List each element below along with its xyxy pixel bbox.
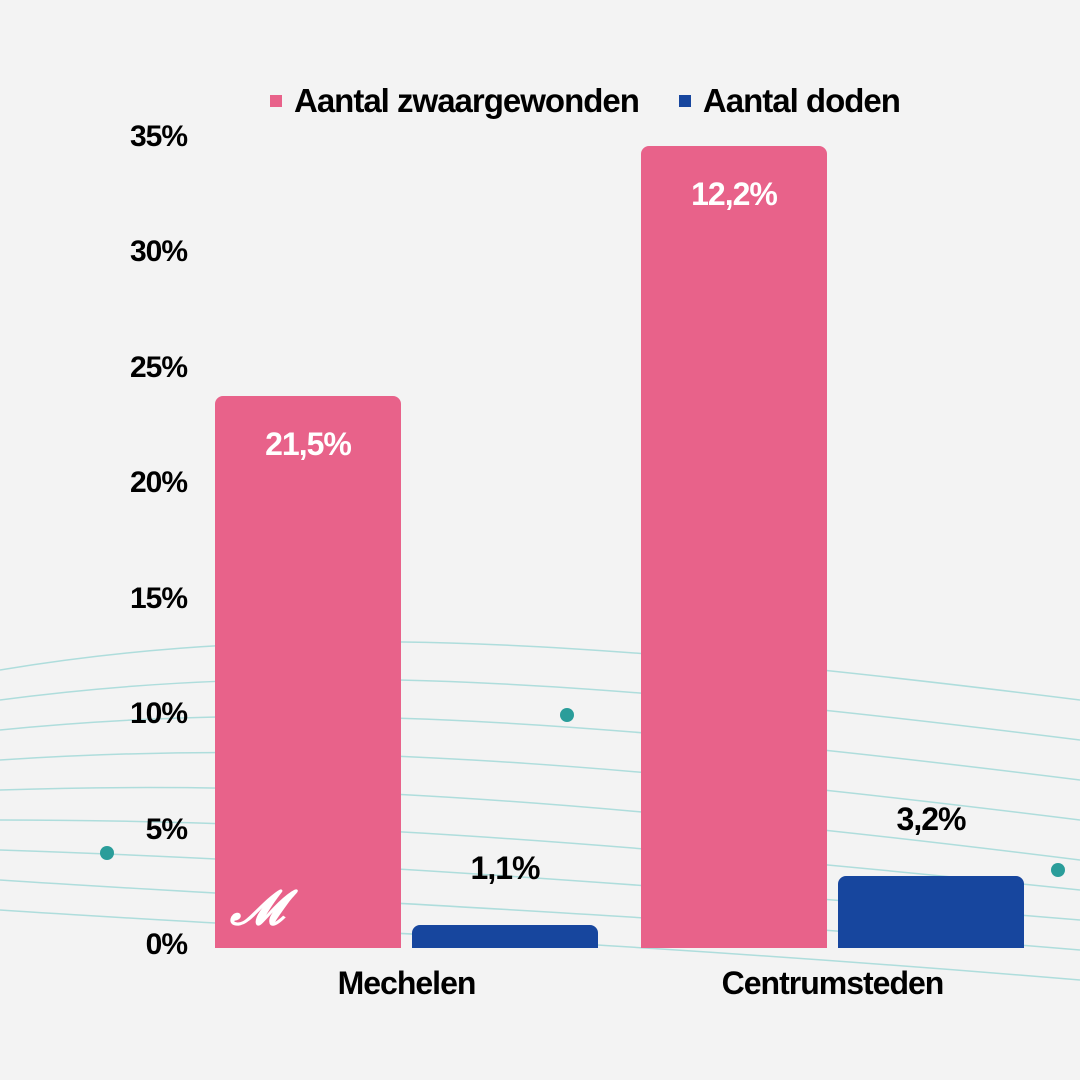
legend-label: Aantal zwaargewonden (294, 82, 640, 119)
legend-item-zwaargewonden: Aantal zwaargewonden (270, 82, 640, 120)
legend-label: Aantal doden (702, 82, 901, 119)
y-tick-label: 5% (145, 812, 188, 846)
data-label: 1,1% (470, 849, 541, 886)
y-tick-label: 20% (129, 466, 188, 499)
data-label: 12,2% (691, 176, 778, 213)
bar-doden-mechelen (412, 924, 598, 948)
data-label: 21,5% (265, 425, 352, 462)
decor-dot (560, 708, 574, 722)
brand-logo: 𝓜 (230, 880, 284, 936)
category-label-centrumsteden: Centrumsteden (721, 965, 945, 1001)
bar-doden-centrumsteden (838, 876, 1024, 948)
y-tick-label: 10% (129, 697, 188, 730)
legend-swatch-pink (270, 95, 282, 107)
y-tick-label: 25% (129, 350, 188, 384)
y-tick-label: 30% (129, 235, 188, 268)
y-tick-label: 15% (129, 581, 188, 615)
y-tick-label: 35% (129, 119, 188, 153)
data-label: 3,2% (896, 801, 967, 838)
decor-dot (1051, 863, 1065, 877)
decor-dot (100, 846, 114, 860)
y-tick-label: 0% (145, 928, 188, 961)
legend-swatch-blue (678, 95, 691, 107)
legend-item-doden: Aantal doden (678, 82, 901, 120)
category-label-mechelen: Mechelen (337, 965, 477, 1001)
bar-zwaargewonden-centrumsteden (641, 146, 827, 948)
bar-zwaargewonden-mechelen (215, 395, 401, 948)
chart-legend: Aantal zwaargewonden Aantal doden (270, 82, 901, 120)
